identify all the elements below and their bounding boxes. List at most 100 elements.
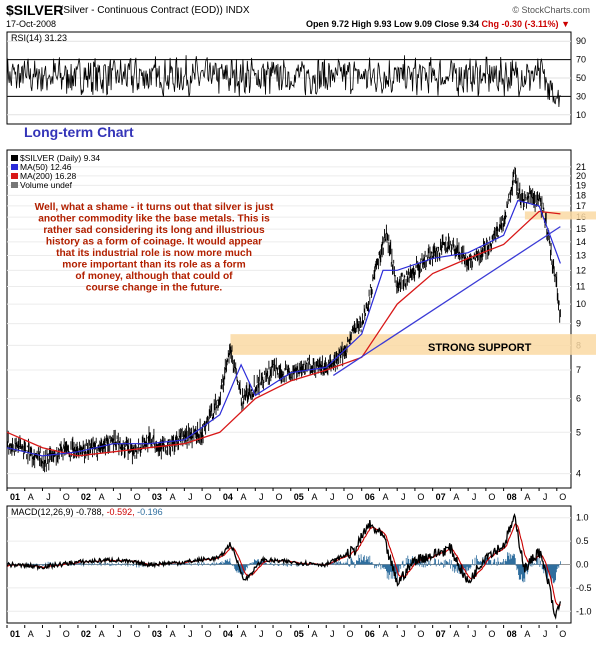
price-x-axis-label: O bbox=[346, 492, 353, 502]
macd-x-axis-label: J bbox=[543, 629, 548, 639]
macd-x-axis-label: A bbox=[241, 629, 247, 639]
price-x-axis-label: 05 bbox=[294, 492, 304, 502]
quote-summary: Open 9.72 High 9.93 Low 9.09 Close 9.34 … bbox=[306, 19, 570, 29]
price-tick-label: 18 bbox=[576, 190, 586, 200]
quote-change-text: Chg -0.30 (-3.11%) bbox=[481, 19, 559, 29]
legend-ma50: MA(50) 12.46 bbox=[20, 162, 72, 172]
brand-credit: © StockCharts.com bbox=[512, 5, 590, 15]
macd-tick-label: 0.0 bbox=[576, 560, 589, 570]
rsi-tick-label: 50 bbox=[576, 73, 586, 83]
price-x-axis-label: J bbox=[543, 492, 548, 502]
quote-ohlc: Open 9.72 High 9.93 Low 9.09 Close 9.34 bbox=[305, 19, 480, 29]
annotation-line: that its industrial role is now more muc… bbox=[56, 248, 252, 259]
macd-legend-signal: -0.592, bbox=[107, 507, 138, 517]
macd-x-axis-label: A bbox=[453, 629, 459, 639]
annotation-line: course change in the future. bbox=[86, 283, 223, 294]
macd-x-axis-label: O bbox=[63, 629, 70, 639]
macd-legend: MACD(12,26,9) -0.788, -0.592, -0.196 bbox=[11, 507, 163, 517]
macd-x-axis-label: J bbox=[401, 629, 406, 639]
down-arrow-icon: ▼ bbox=[561, 19, 570, 29]
rsi-tick-label: 70 bbox=[576, 55, 586, 65]
legend-ma200: MA(200) 16.28 bbox=[20, 171, 76, 181]
price-x-axis-label: 04 bbox=[223, 492, 233, 502]
ma200-series-line bbox=[6, 210, 561, 457]
macd-x-axis-label: 06 bbox=[365, 629, 375, 639]
macd-x-axis-label: A bbox=[312, 629, 318, 639]
price-x-axis-label: A bbox=[524, 492, 530, 502]
legend-price: $SILVER (Daily) 9.34 bbox=[20, 153, 100, 163]
price-x-axis-label: 08 bbox=[507, 492, 517, 502]
price-x-axis-label: O bbox=[134, 492, 141, 502]
macd-x-axis-label: A bbox=[524, 629, 530, 639]
price-tick-label: 12 bbox=[576, 265, 586, 275]
legend-ma50-swatch bbox=[11, 164, 18, 170]
rsi-legend: RSI(14) 31.23 bbox=[11, 33, 67, 43]
price-x-axis-label: O bbox=[559, 492, 566, 502]
macd-x-axis-label: O bbox=[488, 629, 495, 639]
price-tick-label: 10 bbox=[576, 299, 586, 309]
macd-x-axis-label: O bbox=[205, 629, 212, 639]
price-x-axis-label: J bbox=[472, 492, 477, 502]
price-x-axis-label: A bbox=[170, 492, 176, 502]
strong-support-label: STRONG SUPPORT bbox=[428, 342, 532, 354]
price-tick-label: 11 bbox=[576, 281, 585, 291]
macd-x-axis-label: J bbox=[188, 629, 193, 639]
chart-date: 17-Oct-2008 bbox=[6, 19, 57, 29]
annotation-line: another commodity like the base metals. … bbox=[38, 214, 270, 225]
macd-x-axis-label: 02 bbox=[81, 629, 91, 639]
macd-x-axis-label: A bbox=[170, 629, 176, 639]
price-x-axis-label: A bbox=[28, 492, 34, 502]
macd-tick-label: -1.0 bbox=[576, 606, 592, 616]
price-x-axis-label: O bbox=[488, 492, 495, 502]
price-x-axis-label: A bbox=[241, 492, 247, 502]
macd-legend-name: MACD(12,26,9) bbox=[11, 507, 76, 517]
price-x-axis-label: A bbox=[99, 492, 105, 502]
price-x-axis-label: 01 bbox=[10, 492, 20, 502]
ma50-series-line bbox=[6, 199, 561, 457]
macd-line bbox=[6, 513, 562, 620]
macd-x-axis-label: 01 bbox=[10, 629, 20, 639]
resistance-band bbox=[524, 211, 596, 220]
macd-x-axis-label: 08 bbox=[507, 629, 517, 639]
macd-tick-label: 0.5 bbox=[576, 536, 589, 546]
macd-x-axis-label: O bbox=[134, 629, 141, 639]
macd-x-axis-label: A bbox=[382, 629, 388, 639]
price-tick-label: 15 bbox=[576, 224, 586, 234]
quote-change: Chg -0.30 (-3.11%) ▼ bbox=[482, 19, 570, 29]
annotation-line: rather sad considering its long and illu… bbox=[43, 225, 265, 236]
price-tick-label: 14 bbox=[576, 237, 586, 247]
price-x-axis-label: J bbox=[259, 492, 264, 502]
price-x-axis-label: J bbox=[117, 492, 122, 502]
legend-volume: Volume undef bbox=[20, 180, 73, 190]
strong-support-band bbox=[230, 334, 597, 355]
macd-x-axis-label: J bbox=[330, 629, 335, 639]
price-x-axis-label: J bbox=[188, 492, 193, 502]
macd-legend-macd: -0.788, bbox=[76, 507, 107, 517]
price-x-axis-label: O bbox=[417, 492, 424, 502]
annotation-line: history as a form of coinage. It would a… bbox=[46, 237, 262, 248]
price-x-axis-label: A bbox=[312, 492, 318, 502]
rsi-series-line bbox=[6, 55, 561, 108]
price-x-axis-label: 06 bbox=[365, 492, 375, 502]
macd-x-axis-label: 04 bbox=[223, 629, 233, 639]
macd-legend-hist: -0.196 bbox=[137, 507, 163, 517]
macd-x-axis-label: O bbox=[276, 629, 283, 639]
annotation-line: more important than its role as a form bbox=[62, 260, 245, 271]
macd-x-axis-label: A bbox=[99, 629, 105, 639]
annotation-line: Well, what a shame - it turns out that s… bbox=[35, 202, 274, 213]
price-tick-label: 6 bbox=[576, 394, 581, 404]
macd-tick-label: 1.0 bbox=[576, 513, 589, 523]
legend-price-swatch bbox=[11, 155, 18, 161]
legend-volume-swatch bbox=[11, 182, 18, 188]
uptrend-line bbox=[332, 226, 561, 376]
macd-x-axis-label: O bbox=[417, 629, 424, 639]
macd-x-axis-label: J bbox=[46, 629, 51, 639]
macd-tick-label: -0.5 bbox=[576, 583, 592, 593]
price-x-axis-label: O bbox=[205, 492, 212, 502]
price-x-axis-label: J bbox=[330, 492, 335, 502]
price-x-axis-label: 02 bbox=[81, 492, 91, 502]
price-bars-series bbox=[6, 166, 561, 473]
rsi-tick-label: 90 bbox=[576, 36, 586, 46]
price-x-axis-label: A bbox=[453, 492, 459, 502]
macd-x-axis-label: 07 bbox=[436, 629, 446, 639]
